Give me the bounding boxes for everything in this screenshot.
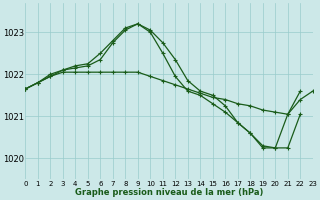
- X-axis label: Graphe pression niveau de la mer (hPa): Graphe pression niveau de la mer (hPa): [75, 188, 263, 197]
